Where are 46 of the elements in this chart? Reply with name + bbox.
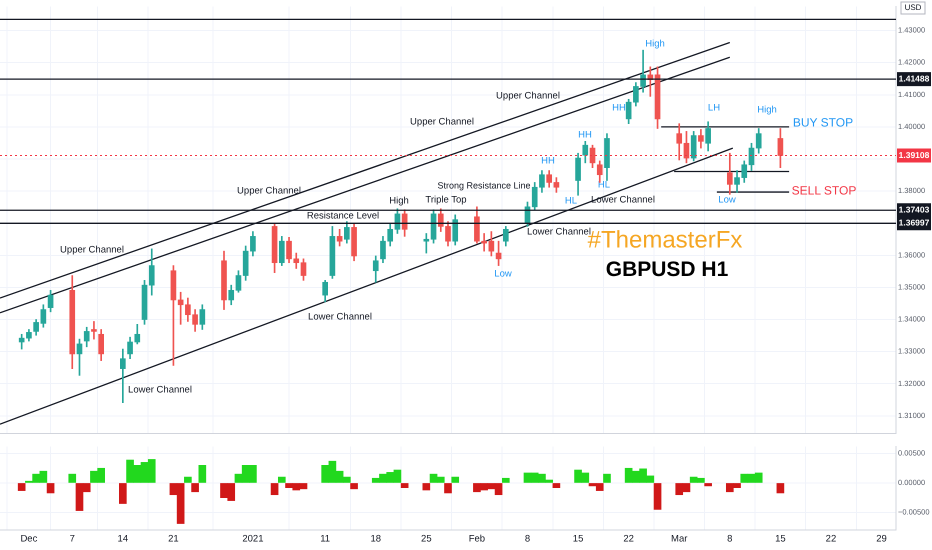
x-tick-label: 22 xyxy=(826,533,836,544)
annotation: Low xyxy=(718,194,736,206)
annotation: SELL STOP xyxy=(792,183,856,198)
annotation: Upper Channel xyxy=(60,244,124,256)
ref-line-label: 1.36997 xyxy=(898,218,930,228)
annotation: High xyxy=(389,196,409,207)
x-tick-label: 14 xyxy=(118,533,128,544)
x-tick-label: Mar xyxy=(671,533,688,544)
annotation: Upper Channel xyxy=(237,186,301,197)
x-tick-label: 7 xyxy=(70,533,75,544)
x-tick-label: 25 xyxy=(421,533,432,544)
annotation: GBPUSD H1 xyxy=(606,258,729,281)
annotation: High xyxy=(757,104,777,116)
x-tick-label: 18 xyxy=(370,533,382,544)
annotation: BUY STOP xyxy=(792,115,854,130)
y-axis-title: USD xyxy=(904,3,922,12)
annotation: Upper Channel xyxy=(410,116,474,128)
annotation: Lower Channel xyxy=(591,194,655,206)
x-tick-label: 15 xyxy=(775,533,786,544)
annotation: Lower Channel xyxy=(308,312,372,323)
x-tick-label: 8 xyxy=(727,533,732,544)
x-tick-label: 11 xyxy=(320,533,330,544)
x-tick-label: 22 xyxy=(623,533,634,544)
annotation: HH xyxy=(541,156,555,167)
annotation: HH xyxy=(612,102,626,114)
x-tick-label: 2021 xyxy=(242,533,264,544)
annotation: Low xyxy=(494,268,512,280)
annotation: Upper Channel xyxy=(496,90,560,102)
ref-line-label: 1.37403 xyxy=(898,204,930,215)
x-tick-label: 21 xyxy=(168,533,179,544)
annotation: Resistance Level xyxy=(306,210,380,222)
annotation: HH xyxy=(578,130,592,141)
ref-line-label: 1.41488 xyxy=(898,73,930,84)
x-tick-label: 29 xyxy=(876,533,887,544)
x-tick-label: 8 xyxy=(524,533,530,544)
annotation: High xyxy=(645,38,665,50)
x-tick-label: Feb xyxy=(468,533,486,544)
x-tick-label: 15 xyxy=(572,533,584,544)
annotation: Lower Channel xyxy=(128,384,192,396)
x-tick-label: Dec xyxy=(20,533,38,544)
annotation: LH xyxy=(708,102,720,114)
ref-line-label: 1.39108 xyxy=(898,150,930,160)
annotation: Triple Top xyxy=(425,194,467,206)
annotation: HL xyxy=(598,180,610,191)
annotation: Strong Resistance Line xyxy=(437,180,531,190)
annotation: HL xyxy=(564,196,578,207)
